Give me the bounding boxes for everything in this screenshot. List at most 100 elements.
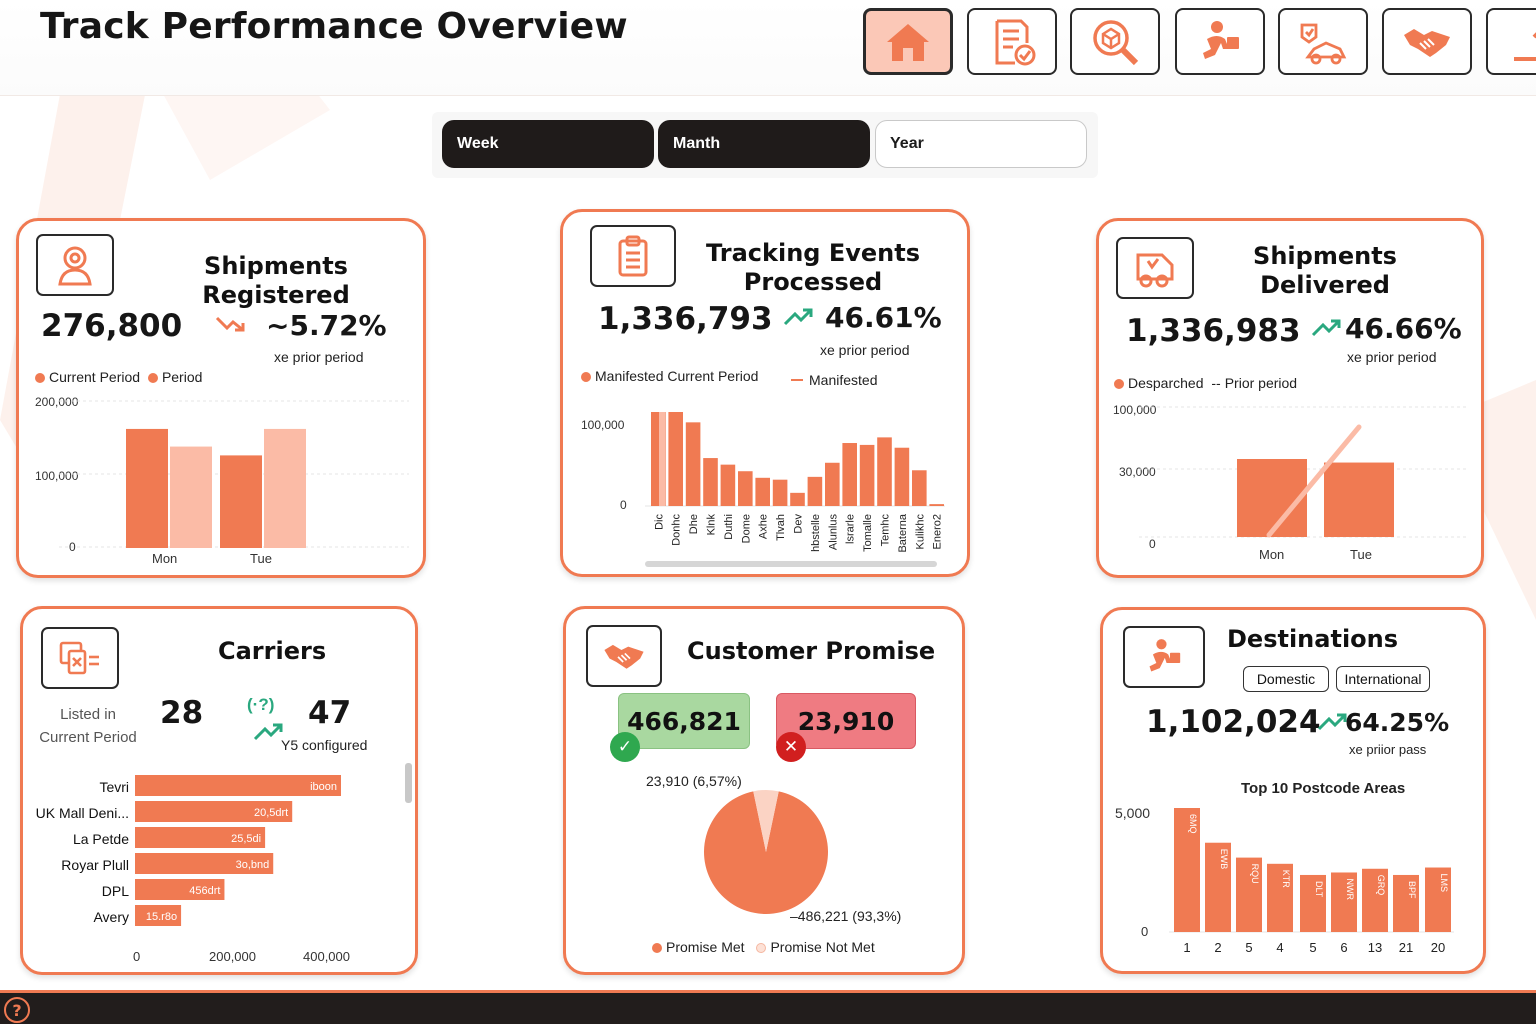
nav-package-search-button[interactable] (1070, 8, 1160, 75)
bar-4 (720, 464, 736, 506)
kpi-change: 46.66% (1345, 312, 1462, 345)
card-title: Shipments Registered (202, 252, 350, 309)
y-tick: 5,000 (1115, 805, 1151, 821)
x-tick-label: 6 (1340, 940, 1347, 955)
clipboard-icon (618, 235, 648, 277)
nav-home-button[interactable] (863, 8, 953, 75)
bar-prior-tue (264, 428, 306, 548)
legend-prior-label: Manifested (809, 372, 878, 388)
bar-category-label: Tevri (99, 779, 129, 795)
handshake-icon (604, 644, 644, 669)
configured-label: Y5 configured (281, 737, 368, 753)
x-tick-label: 13 (1368, 940, 1382, 955)
bar-inner-label: KTR (1281, 870, 1291, 889)
registered-bar-chart (59, 400, 409, 548)
nav-delivery-truck-button[interactable] (1278, 8, 1368, 75)
kpi-change-note: xe prior period (274, 349, 364, 365)
x-tick-label: Enero2 (932, 514, 944, 549)
domestic-filter-button[interactable]: Domestic (1243, 666, 1329, 692)
pie-slice-met (704, 791, 828, 914)
bar-16 (929, 504, 944, 506)
status-bar: ? (0, 990, 1536, 1024)
bar-9 (807, 476, 823, 506)
bar-1 (668, 412, 683, 506)
bar-postcode-1 (1205, 842, 1231, 932)
card-title-line1: Shipments (1253, 242, 1397, 270)
legend-prior-marker (147, 373, 158, 383)
pie-slice-not-met (753, 790, 779, 852)
bar-tue (1324, 462, 1394, 537)
bar-postcode-8 (1425, 867, 1451, 932)
bar-13 (877, 437, 892, 506)
legend-current-label: Current Period (49, 369, 141, 385)
kpi-value: 1,102,024 (1146, 704, 1321, 740)
period-week-button[interactable]: Week (442, 120, 654, 168)
nav-person-parcel-button[interactable] (1175, 8, 1265, 75)
checklist-icon (995, 19, 1036, 65)
card-title: Customer Promise (687, 637, 936, 665)
x-tick: 0 (133, 949, 141, 964)
bar-inner-label: DLT (1314, 881, 1324, 898)
x-tick-label: Alunlus (827, 514, 839, 551)
bar-inner-label: EWB (1219, 849, 1229, 870)
y-tick: 200,000 (35, 395, 79, 409)
cross-icon: ✕ (776, 732, 806, 762)
period-year-button[interactable]: Year (875, 120, 1087, 168)
bar-value-label: iboon (310, 781, 337, 793)
bar-1 (135, 801, 293, 822)
chart-legend: Desparched -- Prior period (1114, 375, 1297, 391)
bar-inner-label: RQU (1250, 864, 1260, 884)
promise-pie-chart (704, 790, 828, 914)
trend-up-icon (1311, 319, 1341, 337)
legend-prior-label: Period (161, 369, 203, 385)
card-icon-frame (590, 225, 676, 287)
card-icon-frame (36, 234, 114, 296)
y-tick: 100,000 (581, 418, 625, 432)
period-month-button[interactable]: Manth (658, 120, 870, 168)
x-tick-label: hbstelle (810, 514, 822, 552)
delivery-truck-icon (1300, 23, 1347, 64)
carrier-swap-icon (59, 641, 99, 675)
bar-category-label: Avery (93, 909, 129, 925)
x-tick-label: 5 (1309, 940, 1316, 955)
x-tick: Tue (250, 551, 272, 566)
bar-value-label: 456drt (189, 885, 220, 897)
legend-current-label: Desparched (1128, 375, 1204, 391)
horizontal-scrollbar[interactable] (645, 561, 937, 567)
chart-legend-prior: Manifested (791, 372, 877, 388)
home-icon (887, 23, 929, 61)
x-tick-label: Baterna (897, 513, 909, 552)
bar-inner-label: BPF (1407, 881, 1417, 899)
x-tick: 200,000 (209, 949, 256, 964)
bar-3 (135, 853, 274, 874)
x-tick-label: 21 (1399, 940, 1413, 955)
bar-inner-label: NWR (1345, 878, 1355, 900)
kpi-change-note: xe prior period (820, 342, 910, 358)
international-filter-button[interactable]: International (1336, 666, 1430, 692)
kpi-change-note: xe prior period (1347, 349, 1437, 365)
package-search-icon (1093, 19, 1139, 65)
nav-handshake-button[interactable] (1382, 8, 1472, 75)
listed-label-line1: Listed in (60, 706, 116, 723)
x-tick-label: Axhe (758, 514, 770, 539)
delivered-bar-chart (1139, 406, 1469, 538)
slice-met-label: –486,221 (93,3%) (790, 908, 902, 924)
nav-checklist-button[interactable] (967, 8, 1057, 75)
legend-current-label: Manifested Current Period (595, 368, 759, 384)
help-button[interactable]: ? (4, 997, 30, 1023)
check-icon: ✓ (610, 732, 640, 762)
x-tick-label: Dic (653, 514, 665, 530)
shipments-delivered-card: Shipments Delivered 1,336,983 46.66% xe … (1096, 218, 1484, 578)
card-title: Shipments Delivered (1225, 242, 1425, 300)
nav-more-button[interactable] (1486, 8, 1536, 75)
card-title-line2: Delivered (1260, 271, 1390, 299)
kpi-change: 64.25% (1345, 708, 1450, 737)
vertical-scrollbar[interactable] (405, 763, 412, 803)
x-tick-label: 1 (1183, 940, 1190, 955)
bar-inner-label: LMS (1439, 874, 1449, 893)
shipments-registered-card: Shipments Registered 276,800 ~5.72% xe p… (16, 218, 426, 578)
bar-postcode-6 (1362, 868, 1388, 932)
bar-0 (135, 775, 341, 796)
x-tick-label: Kulikhc (914, 514, 926, 550)
legend-current-marker (35, 373, 45, 383)
